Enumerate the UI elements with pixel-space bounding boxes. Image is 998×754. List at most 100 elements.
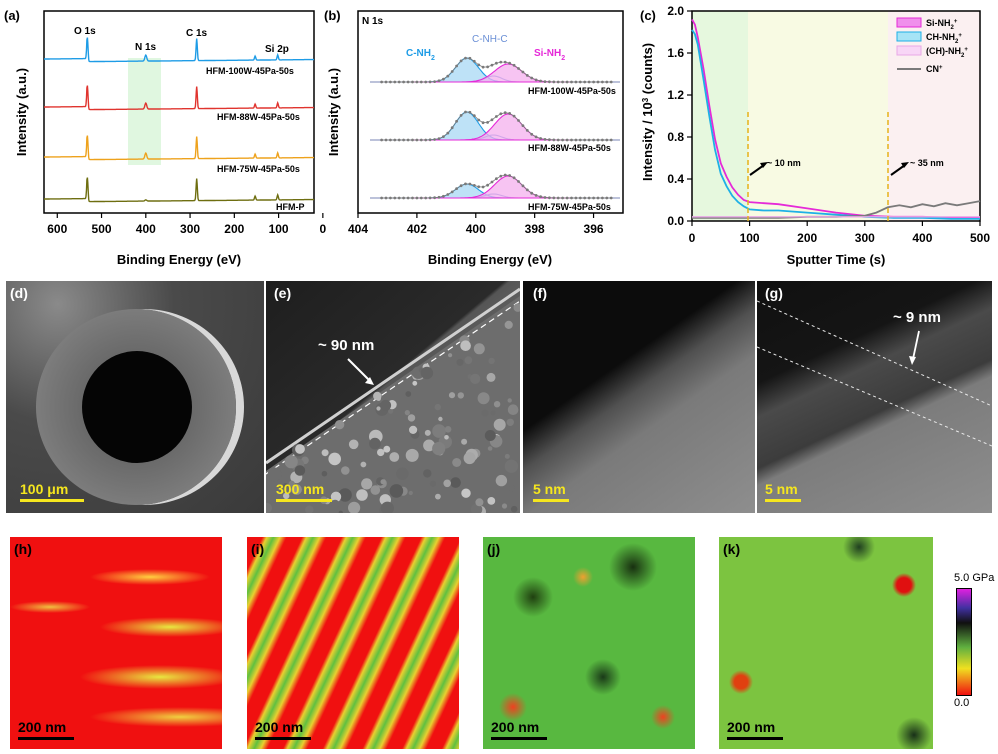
component-label-cnh2: C-NH2: [406, 48, 435, 62]
peak-label-c1s: C 1s: [186, 28, 208, 39]
survey-line-1: [44, 85, 314, 111]
particle: [396, 467, 409, 480]
survey-line-3: [44, 177, 314, 203]
particle-dots: [266, 303, 520, 513]
panel-letter-b: (b): [324, 8, 341, 23]
particle: [432, 424, 446, 438]
particle: [504, 459, 519, 473]
tem-image-f: (f) 5 nm: [523, 281, 755, 513]
plot-frame: [691, 10, 981, 222]
panel-letter-j: (j): [487, 541, 501, 557]
series-label-2: HFM-75W-45Pa-50s: [217, 164, 300, 174]
series-label-1: HFM-88W-45Pa-50s: [217, 112, 300, 122]
x-tick-label: 398: [525, 222, 545, 236]
legend-label-sinh2: Si-NH2+: [926, 18, 958, 31]
particle: [388, 408, 394, 414]
scale-label-k: 200 nm: [727, 719, 776, 735]
x-tick-label: 300: [180, 222, 200, 236]
particle: [321, 449, 329, 457]
particle: [389, 452, 400, 462]
y-tick-label: 0.0: [667, 214, 684, 228]
series-label-0: HFM-100W-45Pa-50s: [528, 86, 616, 96]
plot-frame: [43, 10, 315, 214]
scale-bar-g: [765, 499, 801, 502]
particle: [504, 320, 513, 329]
particle: [380, 501, 394, 513]
depth-profile-lines: [691, 18, 981, 220]
survey-line-0: [44, 37, 314, 63]
panel-letter-k: (k): [723, 541, 741, 557]
x-tick-label: 500: [92, 222, 112, 236]
particle: [464, 356, 473, 365]
particle: [294, 465, 306, 476]
survey-spectra: [44, 37, 314, 203]
panel-letter-i: (i): [251, 541, 265, 557]
modulus-map-h: (h) 200 nm: [10, 537, 222, 749]
particle: [444, 435, 449, 440]
particle: [377, 448, 385, 457]
y-tick-label: 0.4: [667, 172, 684, 186]
particle: [484, 430, 496, 441]
arrowhead-90nm: [365, 377, 374, 385]
x-tick-label: 500: [970, 231, 990, 245]
particle: [435, 493, 441, 500]
particle: [508, 485, 515, 492]
arrow-90nm: [347, 358, 371, 382]
particle: [507, 404, 519, 415]
x-tick-label: 402: [407, 222, 427, 236]
colorbar-min-label: 0.0: [954, 697, 970, 709]
particle: [477, 392, 490, 405]
particle: [475, 498, 484, 507]
particle: [370, 485, 381, 495]
particle: [424, 429, 431, 436]
x-tick-label: 0: [320, 222, 327, 236]
x-axis-title: Binding Energy (eV): [428, 252, 552, 267]
particle: [438, 416, 443, 422]
x-axis-title: Binding Energy (eV): [117, 252, 241, 267]
component-peak-2: [411, 63, 570, 83]
x-ticks: 404 402 400 398 396: [348, 213, 604, 236]
particle: [444, 426, 452, 433]
region-surface: [692, 11, 748, 221]
particle: [328, 452, 341, 466]
scale-bar-i: [255, 737, 311, 740]
particle: [452, 458, 462, 467]
xps-n1s-chart: (b) N 1s C-NH2 C-NH-C Si-NH2 HFM-100W-45…: [324, 8, 624, 267]
particle: [443, 479, 451, 488]
particle: [456, 358, 464, 366]
particle: [423, 439, 435, 452]
particle: [334, 420, 345, 430]
y-axis-title: Intensity / 103 (counts): [640, 43, 655, 181]
legend-swatch-ch22nh: [896, 45, 922, 56]
particle: [356, 489, 368, 501]
series-label-0: HFM-100W-45Pa-50s: [206, 66, 294, 76]
panel-letter-e: (e): [274, 285, 292, 301]
envelope: [381, 57, 612, 83]
particle: [288, 480, 295, 487]
particle: [341, 466, 350, 475]
guide-bottom: [757, 346, 992, 447]
particle: [429, 480, 437, 487]
particle: [487, 497, 496, 505]
peak-label-si2p: Si 2p: [265, 44, 289, 55]
particle: [383, 445, 391, 453]
modulus-map-j: (j) 200 nm: [483, 537, 695, 749]
arrowhead-35nm: [901, 162, 909, 168]
particle: [305, 505, 314, 513]
particle: [380, 479, 386, 485]
y-tick-label: 0.8: [667, 130, 684, 144]
y-tick-label: 1.2: [667, 88, 684, 102]
particle: [373, 391, 382, 401]
scale-label-g: 5 nm: [765, 481, 798, 497]
y-tick-label: 1.6: [667, 46, 684, 60]
particle: [457, 392, 464, 399]
particle: [495, 474, 508, 487]
arrow-35nm: [890, 164, 906, 176]
particle: [432, 442, 446, 456]
scale-bar-d: [20, 499, 84, 502]
particle: [361, 478, 373, 490]
particle: [338, 488, 352, 502]
y-ticks: 0.0 0.4 0.8 1.2 1.6 2.0: [667, 4, 692, 228]
scale-label-f: 5 nm: [533, 481, 566, 497]
legend-label-ch2nh2: CH-NH2+: [926, 32, 962, 45]
